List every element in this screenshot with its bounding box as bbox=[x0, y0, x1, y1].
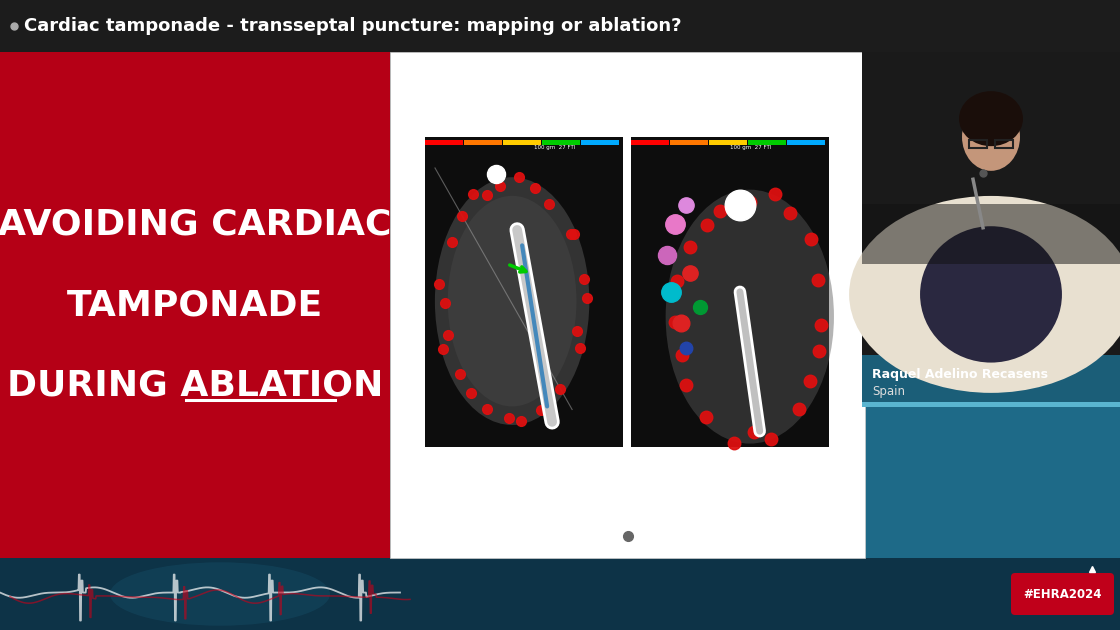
Text: Cardiac tamponade - transseptal puncture: mapping or ablation?: Cardiac tamponade - transseptal puncture… bbox=[24, 17, 681, 35]
Bar bbox=[862, 52, 1120, 355]
Bar bbox=[862, 203, 1120, 264]
Bar bbox=[995, 140, 1012, 148]
Bar bbox=[709, 140, 747, 145]
Bar bbox=[581, 140, 619, 145]
Ellipse shape bbox=[665, 190, 834, 444]
Text: AVOIDING CARDIAC: AVOIDING CARDIAC bbox=[0, 207, 392, 241]
Bar bbox=[503, 140, 541, 145]
Bar bbox=[862, 52, 1120, 558]
Text: TAMPONADE: TAMPONADE bbox=[67, 288, 324, 322]
Ellipse shape bbox=[959, 91, 1023, 146]
Ellipse shape bbox=[920, 226, 1062, 363]
Text: Raquel Adelino Recasens: Raquel Adelino Recasens bbox=[872, 368, 1048, 381]
Bar bbox=[424, 140, 463, 145]
Bar bbox=[0, 52, 390, 558]
Bar bbox=[862, 402, 1120, 407]
Bar bbox=[424, 137, 623, 447]
Bar bbox=[862, 355, 1120, 407]
Ellipse shape bbox=[448, 196, 577, 406]
Bar bbox=[464, 140, 502, 145]
Bar bbox=[0, 0, 1120, 52]
Bar bbox=[631, 140, 669, 145]
Text: DURING ABLATION: DURING ABLATION bbox=[7, 369, 383, 403]
Bar bbox=[0, 558, 1120, 630]
Bar bbox=[542, 140, 580, 145]
Text: 100 gm  27 FTI: 100 gm 27 FTI bbox=[534, 145, 576, 150]
Bar bbox=[787, 140, 825, 145]
Ellipse shape bbox=[110, 563, 330, 626]
Bar bbox=[670, 140, 708, 145]
Text: #EHRA2024: #EHRA2024 bbox=[1024, 588, 1102, 600]
Bar bbox=[390, 52, 865, 558]
Bar bbox=[631, 137, 829, 447]
Ellipse shape bbox=[849, 196, 1120, 393]
Text: Spain: Spain bbox=[872, 385, 905, 398]
Bar bbox=[748, 140, 786, 145]
Ellipse shape bbox=[435, 177, 589, 425]
Text: 100 gm  27 FTI: 100 gm 27 FTI bbox=[730, 145, 772, 150]
Ellipse shape bbox=[962, 103, 1020, 171]
FancyBboxPatch shape bbox=[1011, 573, 1114, 615]
Bar bbox=[969, 140, 987, 148]
